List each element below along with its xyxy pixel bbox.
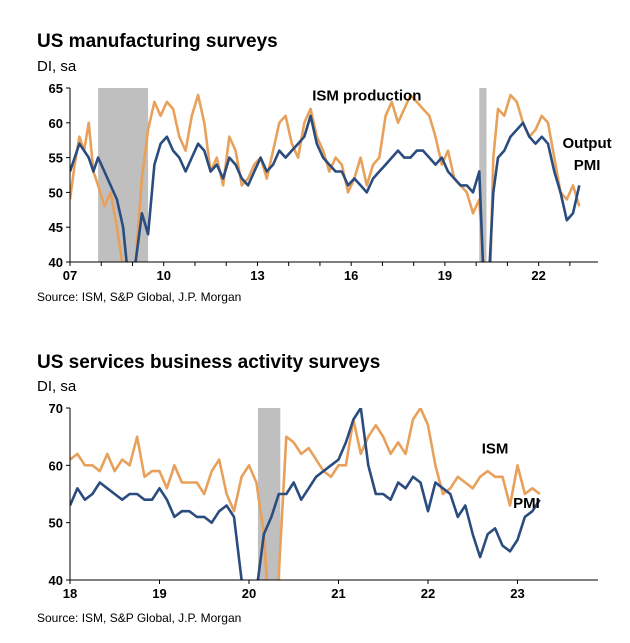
y-tick-label: 50 — [49, 516, 63, 531]
x-tick-label: 18 — [63, 586, 77, 601]
y-tick-label: 60 — [49, 116, 63, 131]
recession-bar-1 — [479, 88, 487, 262]
y-tick-label: 65 — [49, 81, 63, 96]
series-label: ISM production — [312, 88, 421, 105]
manufacturing-series-labels: ISM production Output PMI — [312, 88, 611, 175]
series-label: Output — [562, 135, 611, 152]
manufacturing-title: US manufacturing surveys — [37, 31, 278, 52]
x-tick-label: 07 — [63, 268, 77, 283]
series-line-1 — [70, 408, 541, 580]
x-tick-label: 22 — [531, 268, 545, 283]
y-tick-label: 45 — [49, 220, 63, 235]
services-source: Source: ISM, S&P Global, J.P. Morgan — [37, 611, 241, 625]
manufacturing-axes: 40 45 50 55 60 65 07 10 13 16 19 22 — [49, 81, 598, 283]
x-tick-label: 13 — [250, 268, 264, 283]
x-tick-label: 19 — [438, 268, 452, 283]
y-tick-label: 60 — [49, 458, 63, 473]
series-label: PMI — [574, 157, 601, 174]
services-chart: US services business activity surveys DI… — [37, 352, 598, 625]
manufacturing-source: Source: ISM, S&P Global, J.P. Morgan — [37, 290, 241, 304]
y-tick-label: 55 — [49, 151, 63, 166]
manufacturing-chart: US manufacturing surveys DI, sa 40 45 50 55… — [37, 31, 612, 304]
x-tick-label: 19 — [152, 586, 166, 601]
y-tick-label: 40 — [49, 573, 63, 588]
services-unit: DI, sa — [37, 378, 77, 395]
x-tick-label: 23 — [510, 586, 524, 601]
y-tick-label: 40 — [49, 255, 63, 270]
series-label: PMI — [513, 495, 540, 512]
series-line-0 — [70, 408, 541, 580]
series-line-0 — [70, 93, 581, 262]
y-tick-label: 70 — [49, 401, 63, 416]
x-tick-label: 21 — [331, 586, 345, 601]
services-series-labels: ISM PMI — [482, 440, 540, 511]
x-tick-label: 20 — [242, 586, 256, 601]
services-axes: 40 50 60 70 18 19 20 21 22 23 — [49, 401, 598, 601]
x-tick-label: 22 — [421, 586, 435, 601]
x-tick-label: 16 — [344, 268, 358, 283]
services-series — [70, 408, 541, 580]
series-line-1 — [70, 114, 581, 262]
y-tick-label: 50 — [49, 185, 63, 200]
x-tick-label: 10 — [156, 268, 170, 283]
series-label: ISM — [482, 440, 509, 457]
manufacturing-unit: DI, sa — [37, 58, 77, 75]
services-title: US services business activity surveys — [37, 352, 380, 373]
manufacturing-series — [70, 93, 581, 262]
